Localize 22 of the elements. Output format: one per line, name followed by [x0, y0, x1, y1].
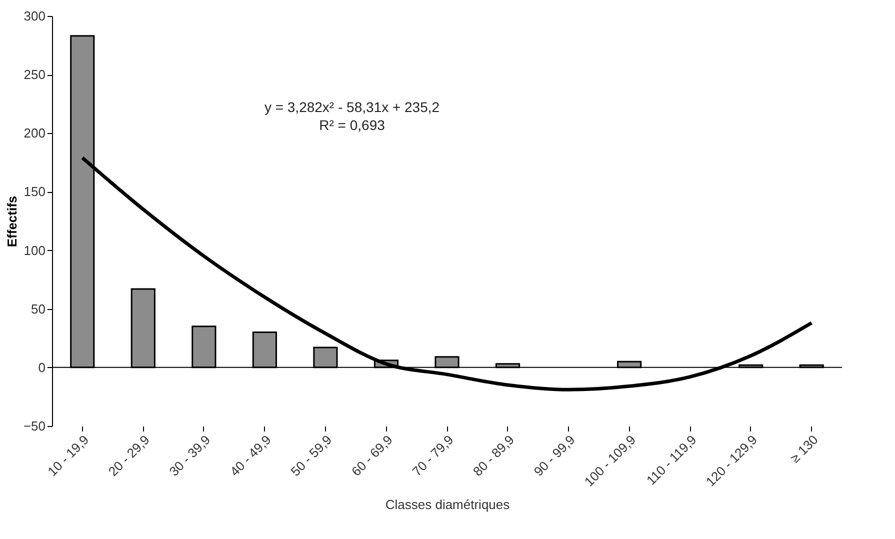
x-tick-label: 90 - 99,9	[530, 432, 578, 479]
annotation: y = 3,282x² - 58,31x + 235,2	[264, 99, 440, 115]
x-tick-label: ≥ 130	[787, 432, 821, 466]
x-tick-label: 40 - 49,9	[226, 432, 274, 479]
y-tick-label: 300	[24, 8, 46, 24]
x-axis-title: Classes diamétriques	[385, 497, 510, 512]
x-tick-label: 10 - 19,9	[44, 432, 92, 479]
y-tick-label: 150	[24, 184, 46, 200]
y-tick-label: 250	[24, 67, 46, 82]
y-axis-title: Effectifs	[4, 196, 20, 248]
x-tick-label: 50 - 59,9	[288, 432, 335, 479]
x-tick-label: 60 - 69,9	[348, 432, 396, 479]
annotation: R² = 0,693	[319, 117, 386, 133]
x-tick-label: 80 - 89,9	[470, 432, 517, 479]
y-tick-label: 50	[31, 301, 46, 316]
x-tick-label: 70 - 79,9	[409, 432, 456, 479]
x-tick-label: 30 - 39,9	[166, 432, 214, 479]
y-tick-label: 200	[24, 126, 46, 141]
y-tick-label: −50	[23, 418, 46, 434]
y-tick-label: 100	[24, 242, 46, 258]
x-tick-label: 20 - 29,9	[105, 432, 152, 479]
y-tick-label: 0	[38, 360, 46, 375]
